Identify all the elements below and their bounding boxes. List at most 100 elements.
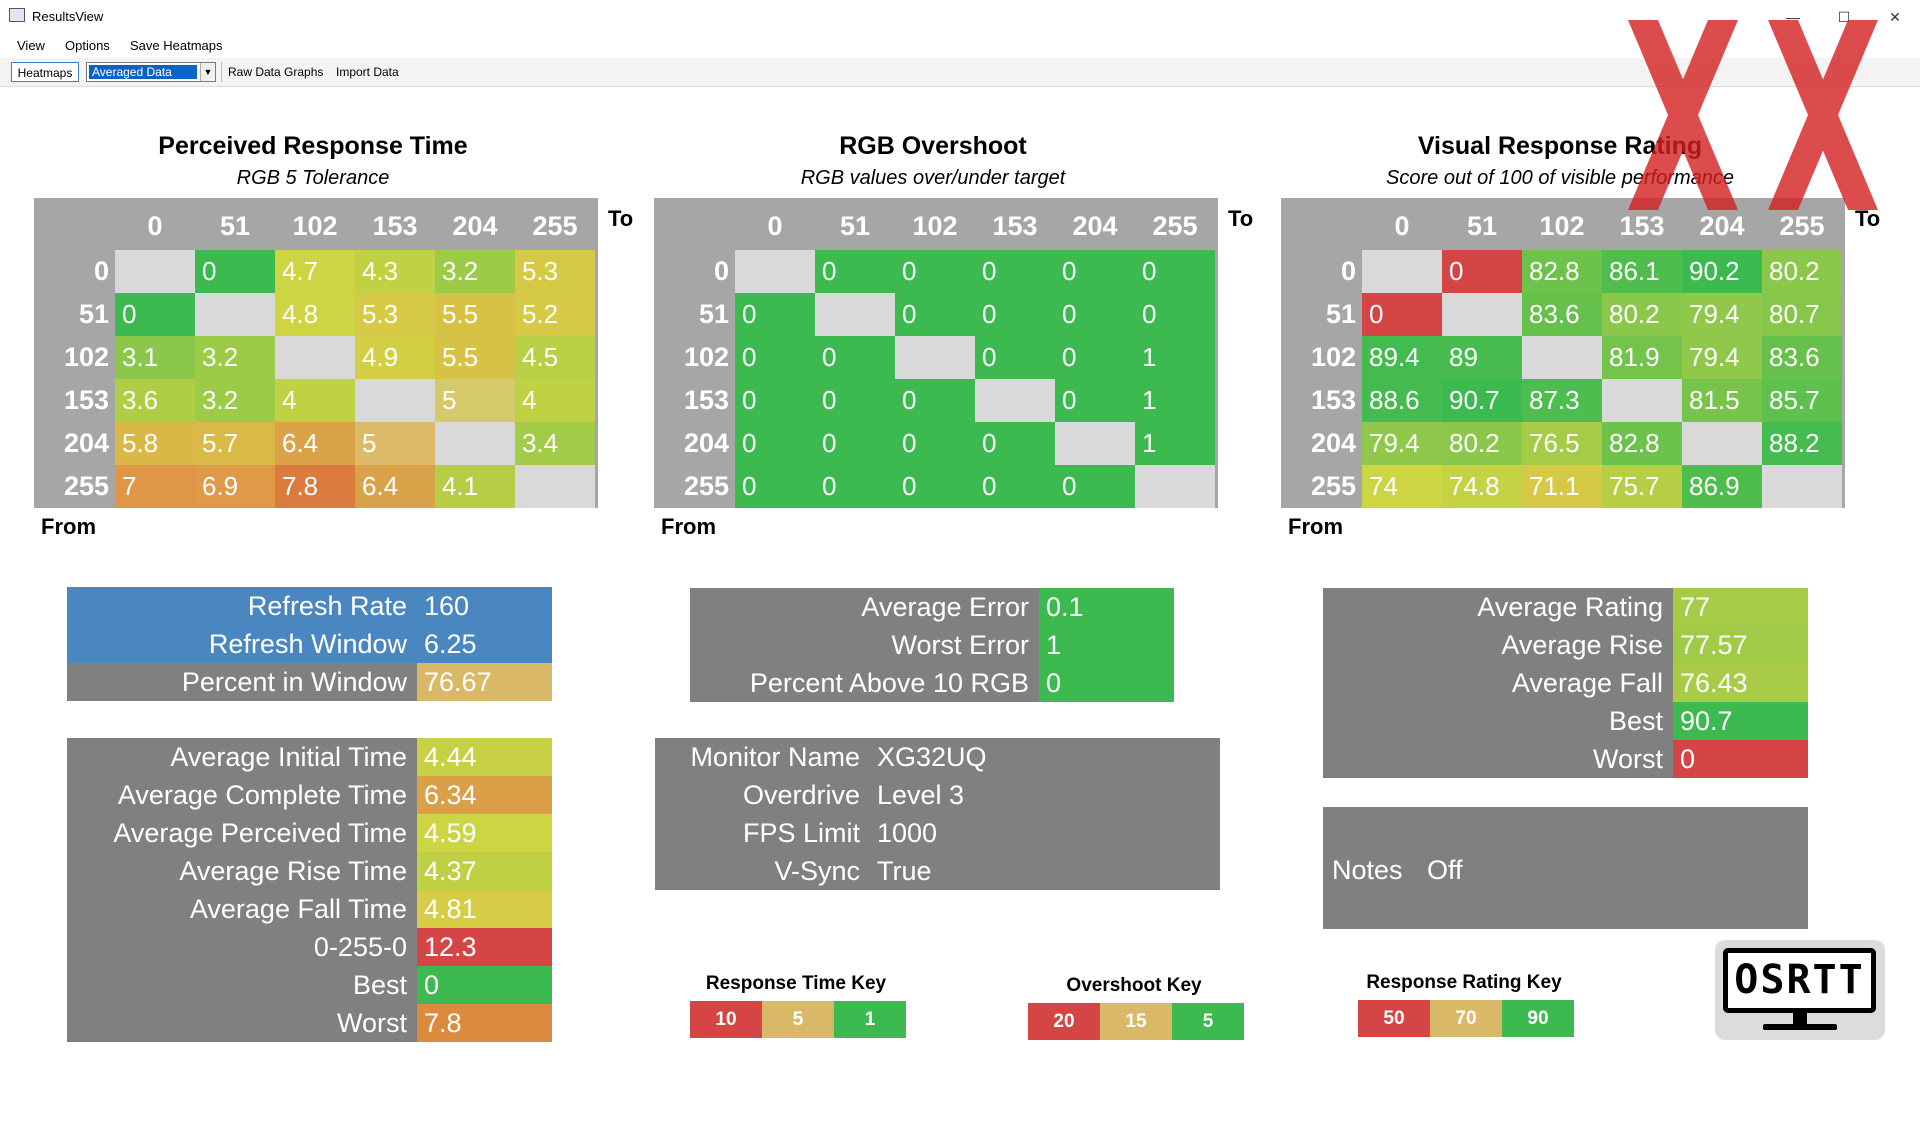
data-mode-value: Averaged Data: [89, 65, 197, 79]
stat-value: True: [877, 856, 932, 886]
heatmap-cell: 6.4: [275, 422, 355, 465]
stat-label: Average Rise Time: [179, 856, 407, 886]
stat-value: 0.1: [1039, 588, 1174, 626]
stat-label: Average Initial Time: [170, 742, 407, 772]
stat-label: Average Rise: [1501, 630, 1663, 660]
from-level-header: 204: [1310, 428, 1356, 458]
notes-panel: [1323, 807, 1808, 929]
from-level-header: 153: [63, 385, 109, 415]
heatmap-cell: 5: [355, 422, 435, 465]
heatmap-cell: 5.7: [195, 422, 275, 465]
heatmap-cell: [1055, 422, 1135, 465]
stat-value: 4.59: [417, 814, 552, 852]
stat-label: Average Fall Time: [189, 894, 407, 924]
heatmap-cell: 0: [735, 293, 815, 336]
rgb-overshoot-subtitle: RGB values over/under target: [800, 167, 1066, 189]
heatmap-cell: 0: [1055, 250, 1135, 293]
heatmap-cell: 4: [515, 379, 595, 422]
stat-value: 77: [1673, 588, 1808, 626]
heatmap-cell: 5: [435, 379, 515, 422]
stat-label: Average Rating: [1477, 592, 1663, 622]
stat-label: Average Perceived Time: [113, 818, 407, 848]
heatmap-cell: 0: [1135, 250, 1215, 293]
logo-stand-neck: [1793, 1013, 1807, 1026]
watermark-xx-icon: [1628, 20, 1878, 210]
from-level-header: 51: [78, 299, 109, 329]
perceived-response-time-to-label: To: [608, 206, 634, 231]
heatmap-cell: 90.7: [1442, 379, 1522, 422]
to-level-header: 102: [912, 211, 958, 241]
maximize-button[interactable]: ☐: [1837, 9, 1851, 25]
heatmap-cell: 0: [735, 465, 815, 508]
heatmap-cell: 88.2: [1762, 422, 1842, 465]
to-level-header: 255: [1152, 211, 1198, 241]
chevron-down-icon[interactable]: ▼: [200, 63, 215, 81]
heatmap-cell: 0: [1055, 336, 1135, 379]
menu-bar: [0, 34, 1920, 58]
stat-label: Worst: [1592, 744, 1663, 774]
response-rating-key-title: Response Rating Key: [1366, 972, 1562, 993]
from-level-header: 204: [63, 428, 109, 458]
to-level-header: 0: [147, 211, 163, 241]
heatmap-cell: 81.9: [1602, 336, 1682, 379]
heatmap-cell: 0: [1055, 293, 1135, 336]
to-level-header: 0: [1394, 211, 1410, 241]
raw-data-graphs-button[interactable]: Raw Data Graphs: [228, 65, 324, 79]
stat-label: Monitor Name: [690, 742, 860, 772]
heatmap-cell: 0: [815, 336, 895, 379]
heatmap-cell: 3.4: [515, 422, 595, 465]
data-mode-select[interactable]: Averaged Data ▼: [86, 62, 216, 82]
menu-options[interactable]: Options: [65, 38, 110, 53]
heatmap-cell: 80.2: [1442, 422, 1522, 465]
heatmap-cell: 0: [1362, 293, 1442, 336]
heatmap-cell: 79.4: [1682, 336, 1762, 379]
heatmap-cell: 0: [1055, 465, 1135, 508]
heatmaps-button[interactable]: Heatmaps: [11, 62, 79, 82]
heatmap-cell: 0: [895, 293, 975, 336]
stat-value: 160: [417, 587, 552, 625]
heatmap-cell: 4.8: [275, 293, 355, 336]
heatmap-cell: 0: [195, 250, 275, 293]
to-level-header: 51: [1466, 211, 1498, 241]
stat-value: 6.34: [417, 776, 552, 814]
stat-label: Percent Above 10 RGB: [749, 668, 1029, 698]
menu-view[interactable]: View: [17, 38, 45, 53]
from-level-header: 0: [713, 256, 729, 286]
heatmap-cell: 0: [975, 336, 1055, 379]
stat-value: 0: [1039, 664, 1174, 702]
stat-label: Best: [1608, 706, 1663, 736]
import-data-button[interactable]: Import Data: [336, 65, 399, 79]
heatmap-cell: [815, 293, 895, 336]
heatmap-cell: [1362, 250, 1442, 293]
stat-value: 12.3: [417, 928, 552, 966]
notes-label: Notes: [1332, 855, 1403, 885]
perceived-response-time-from-label: From: [41, 514, 96, 539]
rgb-overshoot-from-label: From: [661, 514, 716, 539]
heatmap-cell: 3.2: [195, 336, 275, 379]
heatmap-cell: 89: [1442, 336, 1522, 379]
heatmap-cell: 0: [895, 465, 975, 508]
heatmap-cell: 1: [1135, 336, 1215, 379]
heatmap-cell: 5.5: [435, 293, 515, 336]
heatmap-cell: 79.4: [1682, 293, 1762, 336]
stat-label: FPS Limit: [742, 818, 860, 848]
to-level-header: 51: [839, 211, 871, 241]
logo-stand-foot: [1763, 1024, 1837, 1030]
to-level-header: 204: [452, 211, 498, 241]
heatmap-cell: [1442, 293, 1522, 336]
from-level-header: 255: [1310, 471, 1356, 501]
heatmap-cell: 0: [975, 293, 1055, 336]
heatmap-cell: 87.3: [1522, 379, 1602, 422]
response-rating-key-swatch: 90: [1502, 1000, 1574, 1037]
stat-value: 1000: [877, 818, 938, 848]
heatmap-cell: 0: [815, 465, 895, 508]
heatmap-cell: [275, 336, 355, 379]
heatmap-cell: 7: [115, 465, 195, 508]
heatmap-cell: 79.4: [1362, 422, 1442, 465]
stat-label: Best: [352, 970, 407, 1000]
from-level-header: 0: [93, 256, 109, 286]
from-level-header: 102: [1310, 342, 1356, 372]
heatmap-cell: 5.5: [435, 336, 515, 379]
menu-save-heatmaps[interactable]: Save Heatmaps: [130, 38, 223, 53]
close-button[interactable]: ✕: [1889, 9, 1901, 25]
